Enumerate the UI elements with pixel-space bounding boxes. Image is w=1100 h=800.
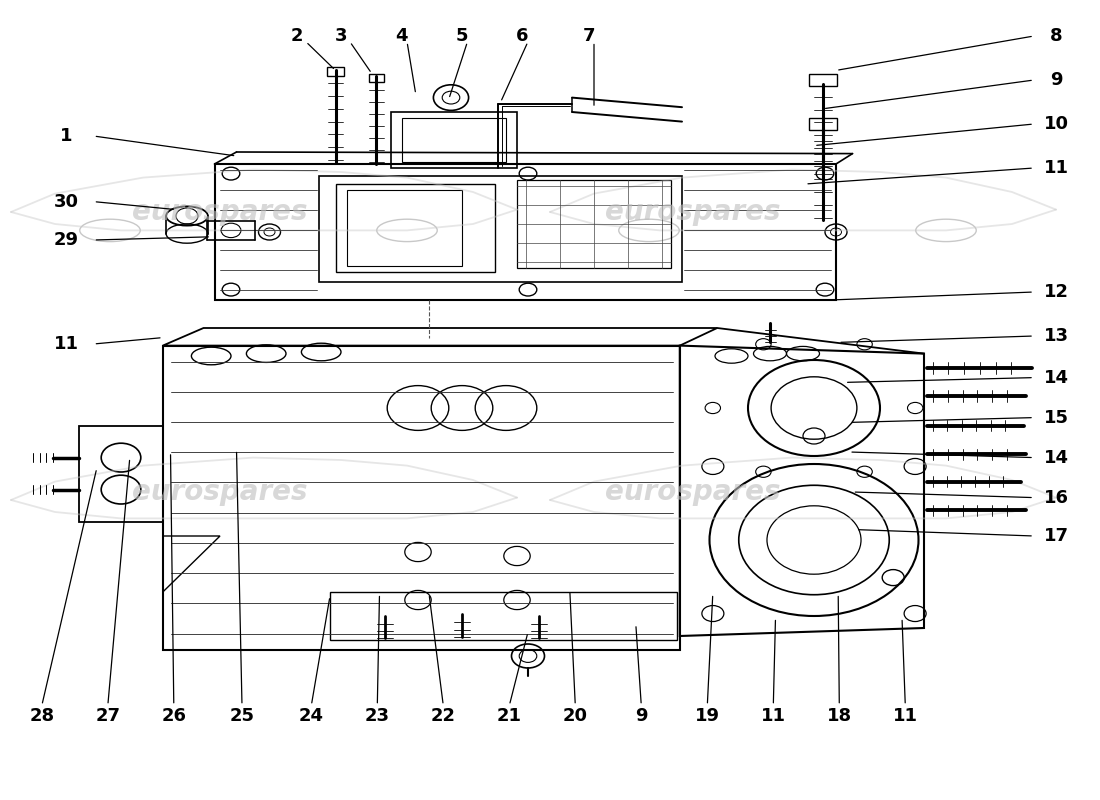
- Text: 4: 4: [395, 27, 408, 45]
- Polygon shape: [808, 74, 837, 86]
- Text: 11: 11: [54, 335, 78, 353]
- Text: 28: 28: [30, 707, 54, 725]
- Text: 21: 21: [497, 707, 521, 725]
- Text: 29: 29: [54, 231, 78, 249]
- Text: 8: 8: [1049, 27, 1063, 45]
- Text: 18: 18: [827, 707, 851, 725]
- Text: eurospares: eurospares: [132, 478, 308, 506]
- Text: 30: 30: [54, 193, 78, 210]
- Polygon shape: [368, 74, 384, 82]
- Text: 24: 24: [299, 707, 323, 725]
- Text: 7: 7: [582, 27, 595, 45]
- Text: 26: 26: [162, 707, 186, 725]
- Text: 13: 13: [1044, 327, 1068, 345]
- Text: 25: 25: [230, 707, 254, 725]
- Text: 6: 6: [516, 27, 529, 45]
- Text: 11: 11: [761, 707, 785, 725]
- Text: 10: 10: [1044, 115, 1068, 133]
- Text: 1: 1: [59, 127, 73, 145]
- Text: 5: 5: [455, 27, 469, 45]
- Text: eurospares: eurospares: [132, 198, 308, 226]
- Polygon shape: [327, 67, 344, 76]
- Text: 23: 23: [365, 707, 389, 725]
- Text: 19: 19: [695, 707, 719, 725]
- Text: 11: 11: [893, 707, 917, 725]
- Text: 22: 22: [431, 707, 455, 725]
- Text: 27: 27: [96, 707, 120, 725]
- Text: 2: 2: [290, 27, 304, 45]
- Text: eurospares: eurospares: [605, 198, 781, 226]
- Text: 15: 15: [1044, 409, 1068, 426]
- Text: 17: 17: [1044, 527, 1068, 545]
- Text: 16: 16: [1044, 489, 1068, 506]
- Text: 20: 20: [563, 707, 587, 725]
- Text: 11: 11: [1044, 159, 1068, 177]
- Text: eurospares: eurospares: [605, 478, 781, 506]
- Text: 9: 9: [1049, 71, 1063, 89]
- Text: 12: 12: [1044, 283, 1068, 301]
- Text: 14: 14: [1044, 449, 1068, 466]
- Polygon shape: [808, 118, 837, 130]
- Text: 14: 14: [1044, 369, 1068, 386]
- Text: 9: 9: [635, 707, 648, 725]
- Text: 3: 3: [334, 27, 348, 45]
